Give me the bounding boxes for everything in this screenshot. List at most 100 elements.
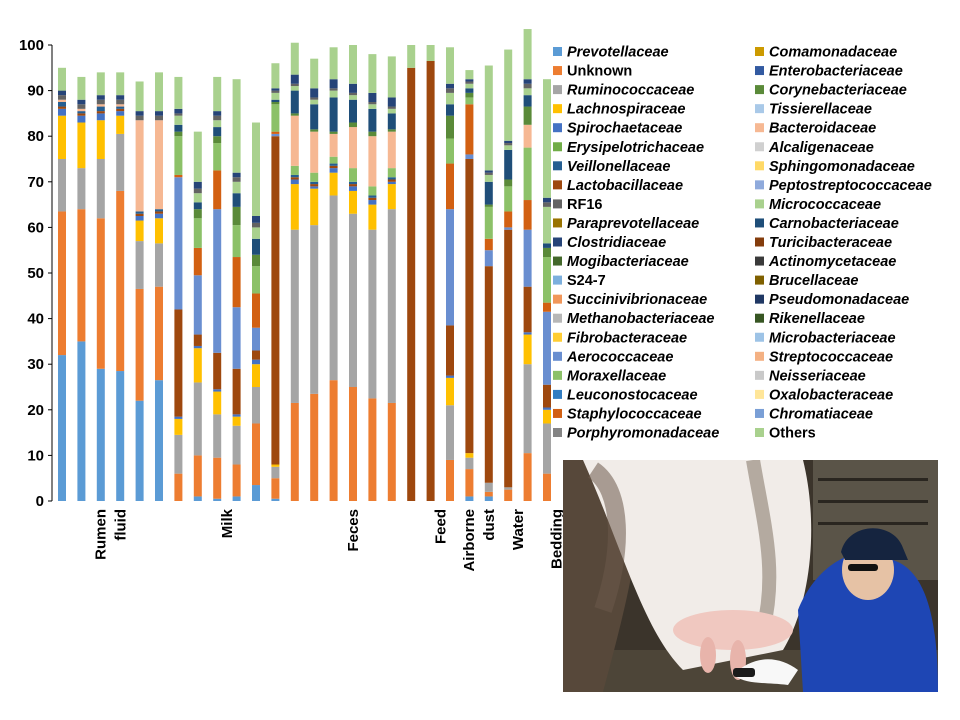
bar-segment-others	[290, 42, 299, 75]
legend-label: Veillonellaceae	[567, 159, 670, 175]
legend-swatch	[755, 237, 764, 247]
bar-segment-carnobacteriaceae	[523, 95, 532, 107]
legend-swatch	[755, 199, 764, 209]
bar-segment-carnobacteriaceae	[504, 149, 513, 180]
legend-swatch	[553, 123, 562, 133]
bar-segment-aerococcaceae	[174, 177, 183, 310]
bar-segment-prevotellaceae	[232, 496, 241, 501]
bar-segment-lachnospiraceae	[465, 453, 474, 458]
bar-segment-rf16	[58, 95, 66, 100]
bar-segment-lactobacillaceae	[329, 165, 338, 169]
bar-segment-others	[193, 131, 202, 182]
bar-segment-clostridiaceae	[271, 88, 280, 91]
bar-segment-corynebacteriaceae	[368, 131, 377, 137]
group-label-water: Water	[510, 509, 527, 550]
bar-segment-aerococcaceae	[504, 227, 513, 230]
bar-segment-lachnospiraceae	[446, 377, 454, 406]
bar-segment-corynebacteriaceae	[174, 131, 183, 137]
bar-segment-carnobacteriaceae	[232, 193, 241, 207]
bar-segment-carnobacteriaceae	[329, 97, 338, 132]
bar-segment-bacteroidaceae	[96, 104, 105, 107]
bar-segment-ruminococcaceae	[58, 159, 66, 212]
bar-segment-lactobacillaceae	[77, 113, 86, 116]
bar-segment-ruminococcaceae	[116, 133, 125, 191]
bar-segment-moraxellaceae	[465, 97, 474, 105]
bar-segment-micrococcaceae	[213, 120, 222, 128]
bar-segment-clostridiaceae	[213, 111, 222, 116]
bar-segment-carnobacteriaceae	[484, 181, 493, 205]
bar-segment-others	[310, 58, 319, 89]
bar-segment-rf16	[387, 106, 396, 109]
bar-segment-bacteroidaceae	[387, 131, 396, 169]
bar-segment-unknown	[368, 398, 377, 501]
bar-segment-corynebacteriaceae	[543, 247, 551, 258]
legend-label: Brucellaceae	[769, 273, 858, 289]
bar-segment-aerococcaceae	[543, 311, 551, 385]
bar-segment-carnobacteriaceae	[446, 104, 454, 116]
bar-segment-micrococcaceae	[465, 83, 474, 89]
bar-segment-aerococcaceae	[465, 154, 474, 159]
bar-segment-ruminococcaceae	[543, 423, 551, 474]
y-tick-label: 20	[27, 402, 44, 419]
bar-segment-lachnospiraceae	[193, 348, 202, 383]
legend-swatch	[755, 313, 764, 323]
bar-segment-spirochaetaceae	[58, 108, 66, 116]
bar-segment-bacteroidaceae	[135, 120, 144, 212]
bar-segment-unknown	[349, 387, 357, 501]
bar-segment-veillonellaceae	[290, 174, 299, 178]
legend-swatch	[755, 351, 764, 361]
legend-label: Streptococcaceae	[769, 349, 893, 365]
bar-segment-aerococcaceae	[271, 133, 280, 137]
bar-segment-unknown	[58, 211, 66, 356]
group-label-milk: Milk	[219, 508, 236, 538]
bar-segment-carnobacteriaceae	[271, 99, 280, 102]
legend-swatch	[553, 256, 562, 266]
bar-segment-clostridiaceae	[135, 111, 144, 116]
bar-segment-lactobacillaceae	[174, 309, 183, 417]
bar-segment-veillonellaceae	[155, 209, 163, 212]
bar-segment-lactobacillaceae	[426, 60, 435, 502]
bar-segment-unknown	[213, 457, 222, 499]
bar-segment-unknown	[77, 209, 86, 342]
bar-segment-ruminococcaceae	[290, 229, 299, 403]
bar-segment-clostridiaceae	[77, 99, 86, 105]
bar-segment-ruminococcaceae	[484, 482, 493, 492]
bar-segment-others	[271, 63, 280, 89]
bar-segment-moraxellaceae	[368, 186, 377, 196]
legend-swatch	[553, 142, 562, 152]
legend-swatch	[755, 294, 764, 304]
bar-segment-lachnospiraceae	[271, 464, 280, 467]
bar-segment-clostridiaceae	[387, 97, 396, 107]
bar-segment-clostridiaceae	[484, 170, 493, 173]
bar-segment-rf16	[271, 90, 280, 93]
bar-segment-lachnospiraceae	[387, 184, 396, 210]
bar-segment-others	[116, 72, 125, 96]
bar-segment-lactobacillaceae	[349, 184, 357, 187]
legend-swatch	[553, 275, 562, 285]
bar-segment-staphylococcaceae	[232, 257, 241, 308]
bar-segment-lachnospiraceae	[523, 334, 532, 365]
bar-segment-rf16	[349, 92, 357, 96]
bar-segment-bacteroidaceae	[116, 104, 125, 107]
legend-swatch	[755, 389, 764, 399]
bar-segment-staphylococcaceae	[213, 170, 222, 210]
legend-label: Neisseriaceae	[769, 368, 866, 384]
legend-swatch	[755, 104, 764, 114]
bar-segment-ruminococcaceae	[387, 209, 396, 403]
legend-swatch	[755, 370, 764, 380]
bar-segment-micrococcaceae	[368, 104, 377, 109]
bar-segment-ruminococcaceae	[271, 466, 280, 479]
bar-segment-ruminococcaceae	[213, 414, 222, 458]
legend-swatch	[755, 66, 764, 76]
bar-segment-aerococcaceae	[193, 275, 202, 335]
bar-segment-lactobacillaceae	[310, 184, 319, 187]
bar-segment-ruminococcaceae	[135, 241, 144, 289]
bar-segment-clostridiaceae	[349, 83, 357, 93]
bar-segment-clostridiaceae	[329, 79, 338, 89]
bar-segment-spirochaetaceae	[329, 168, 338, 173]
bar-segment-spirochaetaceae	[446, 375, 454, 378]
bar-segment-unknown	[116, 190, 125, 372]
bar-segment-lactobacillaceae	[387, 179, 396, 182]
bar-segment-micrococcaceae	[387, 108, 396, 114]
bar-segment-rf16	[96, 99, 105, 105]
